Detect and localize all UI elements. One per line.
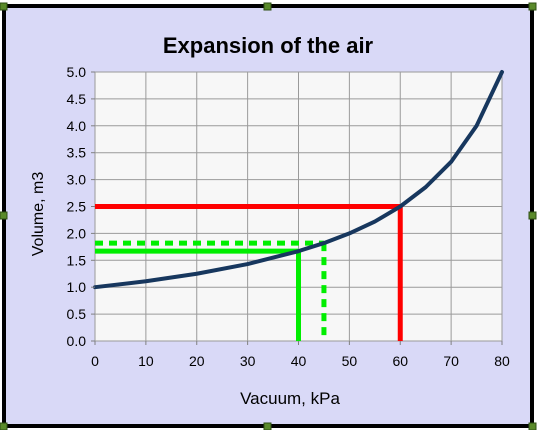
x-tick-label: 50: [342, 353, 358, 369]
data-point: [347, 231, 351, 235]
y-tick-label: 4.5: [67, 91, 87, 107]
handle-bottom-left[interactable]: [0, 422, 8, 430]
data-point: [373, 220, 377, 224]
y-axis-label: Volume, m3: [30, 172, 47, 257]
y-tick-label: 3.5: [67, 145, 87, 161]
handle-middle-left[interactable]: [0, 211, 8, 220]
handle-middle-right[interactable]: [528, 211, 537, 220]
y-axis-ticks: 0.0 0.5 1.0 1.5 2.0 2.5 3.0 3.5 4.0 4.5 5.0: [67, 64, 95, 349]
x-tick-label: 40: [291, 353, 307, 369]
chart-title: Expansion of the air: [163, 33, 374, 58]
data-point: [144, 279, 148, 283]
x-tick-label: 80: [494, 353, 510, 369]
y-tick-label: 3.0: [67, 172, 87, 188]
handle-bottom-middle[interactable]: [263, 422, 272, 430]
data-point: [297, 249, 300, 253]
y-tick-label: 0.5: [67, 306, 87, 322]
data-point: [500, 70, 504, 74]
x-tick-label: 70: [443, 353, 459, 369]
reference-lines: [95, 204, 403, 341]
y-tick-label: 0.0: [67, 333, 87, 349]
x-tick-label: 0: [91, 353, 99, 369]
handle-top-middle[interactable]: [263, 2, 272, 11]
handle-top-right[interactable]: [528, 2, 537, 11]
handle-top-left[interactable]: [0, 2, 8, 11]
y-tick-label: 1.5: [67, 252, 87, 268]
x-tick-label: 60: [392, 353, 408, 369]
x-tick-label: 10: [138, 353, 154, 369]
data-point: [475, 124, 479, 128]
x-axis-ticks: 0 10 20 30 40 50 60 70 80: [91, 341, 510, 369]
handle-bottom-right[interactable]: [528, 422, 537, 430]
y-tick-label: 2.0: [67, 225, 87, 241]
x-tick-label: 20: [189, 353, 205, 369]
data-point: [424, 185, 428, 189]
y-tick-label: 2.5: [67, 199, 87, 215]
y-tick-label: 5.0: [67, 64, 87, 80]
x-axis-label: Vacuum, kPa: [240, 389, 340, 408]
x-tick-label: 30: [240, 353, 256, 369]
series-group: [93, 70, 504, 290]
data-point: [398, 205, 402, 208]
data-point: [449, 160, 453, 164]
y-tick-label: 4.0: [67, 118, 87, 134]
data-point: [195, 272, 199, 276]
y-tick-label: 1.0: [67, 279, 87, 295]
data-point: [322, 241, 326, 245]
data-point: [246, 262, 250, 266]
